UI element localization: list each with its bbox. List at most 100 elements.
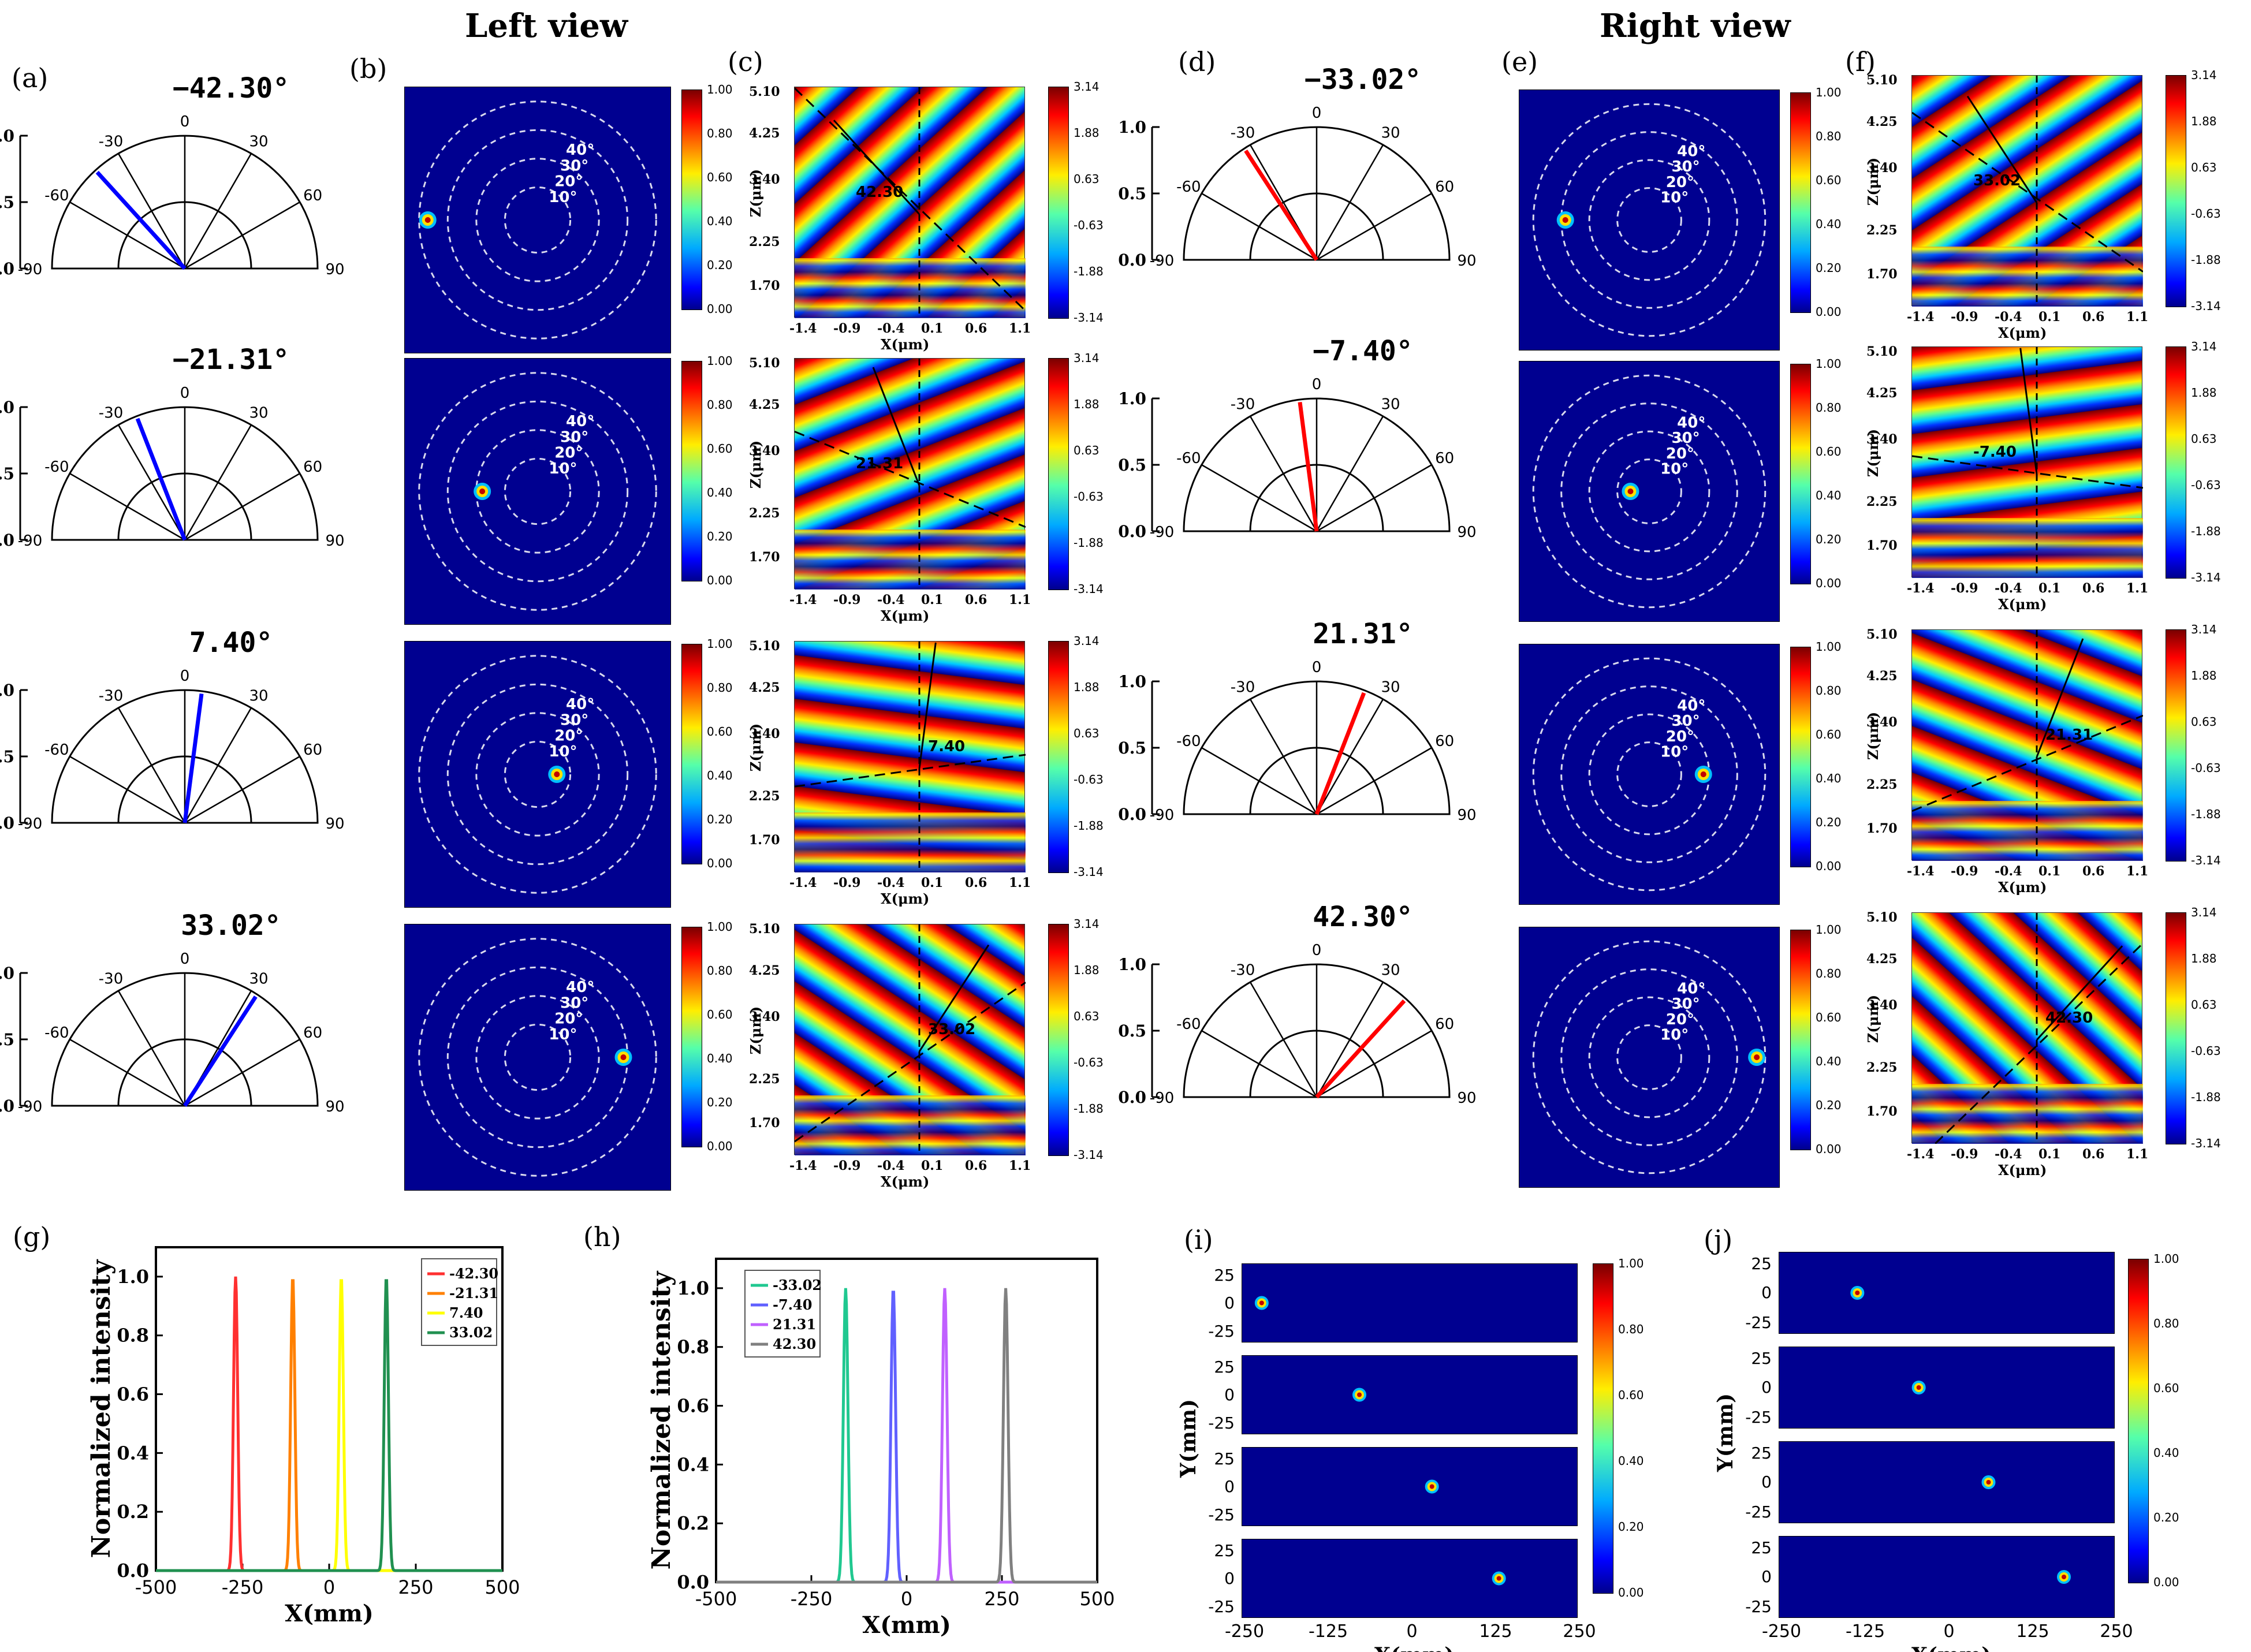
- z-tick: 5.10: [749, 84, 780, 99]
- z-tick: 5.10: [1866, 627, 1898, 642]
- z-tick: 4.25: [749, 680, 780, 695]
- ring-label: 20°: [554, 728, 583, 745]
- polar-spoke: [1315, 416, 1384, 532]
- polar-r-label: 0.5: [1118, 456, 1146, 475]
- z-tick: 2.25: [749, 234, 780, 249]
- phase-colorbar-tick: 3.14: [2191, 340, 2217, 353]
- polar-theta-label: 90: [1457, 1090, 1476, 1107]
- y-tick: 25: [1214, 1541, 1235, 1560]
- y-tick-label: 1.0: [117, 1266, 149, 1288]
- intensity-colorbar: [1790, 92, 1811, 313]
- phase-colorbar-tick: 0.63: [1074, 443, 1100, 457]
- far-field-map-left: 10° 20° 30° 40°: [404, 641, 671, 908]
- beam-spot: [1694, 766, 1712, 783]
- y-tick: -25: [1745, 1502, 1772, 1522]
- intensity-colorbar-tick: 0.60: [707, 725, 733, 739]
- polar-theta-label: -90: [18, 532, 42, 550]
- phase-colorbar-tick: -1.88: [2191, 1090, 2221, 1104]
- polar-spoke: [1201, 464, 1317, 532]
- z-tick: 4.25: [1866, 386, 1898, 401]
- x-tick: 1.1: [1009, 321, 1031, 336]
- heatmap-spot: [1254, 1296, 1269, 1310]
- y-tick-label: 0.8: [677, 1336, 709, 1358]
- x-tick: -0.9: [833, 321, 861, 336]
- polar-spoke: [1316, 464, 1432, 532]
- x-tick: -125: [1308, 1621, 1348, 1642]
- z-tick: 4.25: [1866, 952, 1898, 967]
- polar-r-label: 0.0: [0, 259, 14, 278]
- far-field-map-left: 10° 20° 30° 40°: [404, 87, 671, 353]
- polar-theta-label: 0: [1312, 105, 1322, 122]
- phase-colorbar-tick: -1.88: [1074, 819, 1104, 833]
- x-axis-label: X(μm): [1998, 325, 2047, 341]
- z-tick: 1.70: [749, 1116, 780, 1131]
- x-tick-label: -250: [222, 1576, 264, 1598]
- x-tick: 0.1: [2038, 1147, 2061, 1162]
- polar-beam: [95, 170, 187, 270]
- intensity-colorbar-tick: 0.00: [707, 1139, 733, 1153]
- x-tick: 0.6: [2082, 309, 2105, 325]
- intensity-colorbar-tick: 1.00: [707, 354, 733, 368]
- phase-colorbar-tick: 3.14: [2191, 68, 2217, 82]
- intensity-colorbar-tick: 0.60: [707, 442, 733, 456]
- intensity-colorbar: [681, 927, 702, 1147]
- y-tick: -25: [1208, 1597, 1235, 1616]
- intensity-colorbar: [681, 361, 702, 581]
- polar-theta-label: 60: [1435, 450, 1454, 467]
- label-e: (e): [1501, 46, 1538, 77]
- polar-theta-label: 90: [1457, 524, 1476, 541]
- intensity-colorbar-tick: 0.00: [1816, 859, 1842, 873]
- polar-beam: [1314, 692, 1366, 815]
- intensity-colorbar-tick: 1.00: [1816, 85, 1842, 99]
- polar-outer-arc: [51, 135, 319, 270]
- polar-r-label: 0.5: [0, 747, 14, 766]
- x-tick: 0.6: [2082, 1147, 2105, 1162]
- polar-theta-label: -90: [1150, 807, 1174, 824]
- polar-spoke: [1315, 144, 1384, 260]
- phase-annotation: 42.30: [795, 87, 1026, 318]
- heatmap-panel: [1779, 1536, 2115, 1618]
- ring-circle: [1616, 187, 1682, 253]
- ring-circle: [1588, 430, 1710, 553]
- beam-spot: [1622, 483, 1639, 500]
- polar-r-label: 0.0: [0, 814, 14, 833]
- z-tick: 3.40: [1866, 715, 1898, 730]
- intensity-colorbar-tick: 1.00: [707, 637, 733, 651]
- polar-theta-label: -90: [18, 1098, 42, 1116]
- x-tick-label: -500: [695, 1588, 737, 1610]
- y-tick-label: 0.4: [677, 1453, 709, 1475]
- angle-annotation: 42.30: [2045, 1009, 2093, 1027]
- z-tick: 5.10: [749, 356, 780, 371]
- y-axis-label: Y(mm): [1713, 1393, 1738, 1472]
- intensity-colorbar-tick: 0.60: [1816, 1010, 1842, 1024]
- x-tick: -0.9: [833, 875, 861, 890]
- heatmap-spot: [1352, 1388, 1366, 1402]
- wavefront-line: [1912, 714, 2143, 812]
- intensity-colorbar-tick: 0.60: [707, 1008, 733, 1021]
- right-view-heading: Right view: [1600, 7, 1791, 45]
- phase-colorbar-tick: -3.14: [1074, 1148, 1104, 1162]
- x-tick: -1.4: [1907, 581, 1935, 596]
- z-tick: 1.70: [1866, 267, 1898, 282]
- x-axis-label: X(μm): [881, 607, 930, 624]
- wavevector-line: [918, 642, 937, 769]
- far-field-map-left: 10° 20° 30° 40°: [404, 924, 671, 1191]
- x-tick: -0.4: [1995, 309, 2022, 325]
- x-tick: 1.1: [2126, 1147, 2149, 1162]
- intensity-colorbar-tick: 0.80: [1816, 967, 1842, 980]
- polar-r-label: 1.0: [0, 681, 14, 700]
- phase-colorbar-tick: -1.88: [1074, 264, 1104, 278]
- label-c: (c): [728, 46, 763, 77]
- ring-label: 30°: [1671, 158, 1700, 176]
- x-tick: 0.6: [965, 1158, 987, 1173]
- x-tick: 0.6: [2082, 581, 2105, 596]
- z-axis-label: Z(μm): [747, 169, 765, 218]
- x-axis-label: X(μm): [1998, 1162, 2047, 1179]
- heatmap-panel: [1779, 1347, 2115, 1429]
- z-tick: 4.25: [749, 963, 780, 978]
- legend-label: -7.40: [773, 1296, 812, 1313]
- intensity-colorbar-j-tick: 1.00: [2153, 1252, 2179, 1266]
- x-tick: -0.4: [877, 321, 905, 336]
- ring-circle: [1532, 374, 1766, 609]
- polar-r-label: 0.0: [1118, 805, 1146, 824]
